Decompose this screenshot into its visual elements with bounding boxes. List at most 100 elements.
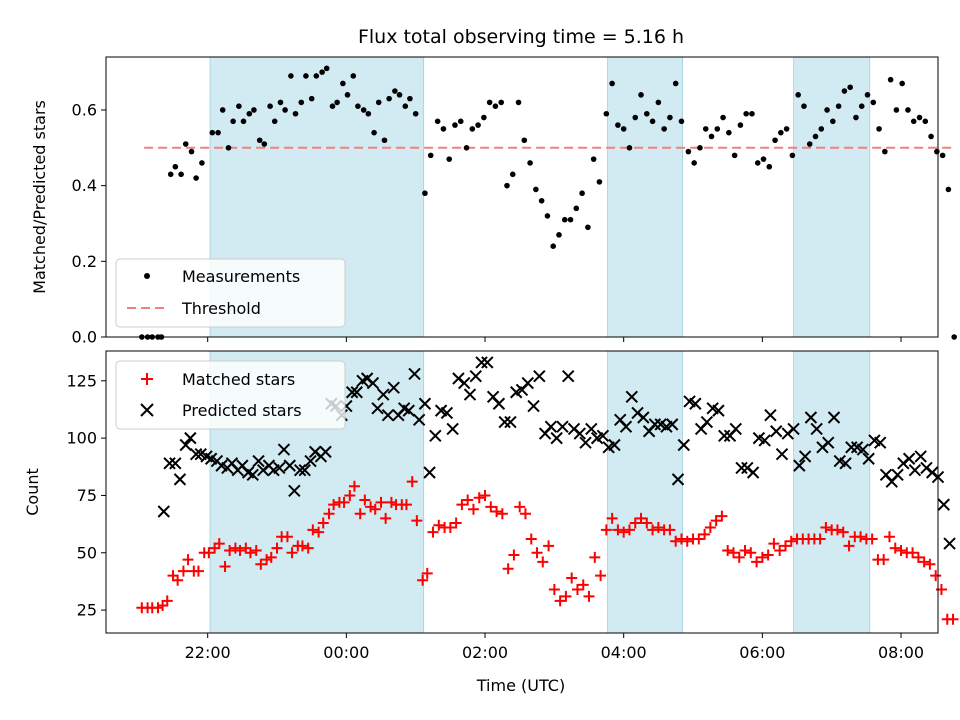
measurement-point (509, 171, 516, 178)
bottom-y-axis-label: Count (23, 468, 42, 516)
matched-point (491, 505, 503, 517)
matched-point (571, 583, 583, 595)
measurement-point (178, 171, 184, 178)
measurement-point (731, 152, 738, 159)
x-tick-label: 22:00 (185, 643, 231, 662)
predicted-point (562, 370, 575, 383)
measurement-point (579, 190, 585, 197)
measurement-point (446, 156, 453, 162)
measurement-point (544, 213, 551, 219)
measurement-point (550, 243, 556, 249)
matched-point (618, 526, 630, 538)
matched-point (344, 489, 356, 501)
predicted-point (481, 356, 494, 369)
top-x-ticks (207, 337, 902, 342)
predicted-point (350, 386, 363, 399)
predicted-point (189, 447, 203, 461)
matched-point (172, 574, 184, 586)
top-panel: 0.0 0.2 0.4 0.6 Matched/Predicted stars Mea… (30, 56, 957, 347)
measurement-point (334, 99, 340, 106)
measurement-point (726, 129, 732, 136)
predicted-point (891, 468, 904, 482)
measurement-point (515, 99, 522, 106)
matched-point (348, 480, 360, 492)
matched-point (722, 544, 734, 556)
matched-point (537, 556, 549, 568)
bottom-y-tick-label: 75 (77, 486, 97, 505)
measurement-point (469, 126, 476, 132)
predicted-point (418, 397, 432, 410)
measurement-point (386, 95, 392, 102)
predicted-point (288, 484, 301, 498)
predicted-points (157, 356, 956, 550)
measurement-point (313, 73, 320, 79)
matched-point (317, 517, 329, 529)
measurement-point (626, 145, 633, 151)
predicted-point (293, 464, 307, 477)
measurement-point (188, 148, 195, 155)
predicted-point (671, 473, 685, 486)
predicted-point (856, 443, 870, 456)
top-y-axis-label: Matched/Predicted stars (30, 100, 49, 294)
matched-point (514, 501, 526, 513)
measurement-point (772, 137, 778, 144)
measurement-point (396, 92, 403, 98)
measurement-point (655, 99, 662, 106)
measurement-point (246, 110, 253, 117)
matched-legend-label: Matched stars (182, 370, 295, 389)
matched-point (889, 542, 901, 554)
measurement-point (760, 156, 767, 162)
predicted-point (735, 461, 748, 475)
measurement-point (422, 190, 428, 197)
predicted-point (556, 420, 569, 433)
predicted-point (914, 450, 927, 463)
matched-point (924, 558, 936, 570)
matched-point (286, 547, 298, 559)
matched-point (219, 561, 231, 573)
matched-point (369, 503, 381, 515)
measurement-point (440, 126, 447, 132)
predicted-point (845, 441, 858, 454)
predicted-point (596, 429, 610, 443)
predicted-point (608, 438, 621, 452)
measurement-point (219, 107, 226, 113)
measurement-point (714, 126, 721, 132)
measurement-point (371, 129, 377, 136)
measurement-point (360, 107, 367, 113)
measurement-point (556, 232, 562, 238)
matched-point (525, 533, 537, 545)
measurement-point (209, 129, 216, 136)
bottom-y-tick-label: 50 (77, 543, 97, 562)
measurement-point (951, 334, 957, 340)
matched-point (560, 590, 572, 602)
measurement-point (812, 133, 819, 140)
matched-point (281, 531, 293, 543)
measurement-point (644, 110, 650, 117)
bottom-y-ticks: 25 50 75 100 125 (66, 371, 106, 620)
measurement-point (298, 99, 305, 106)
measurement-point (638, 92, 644, 98)
predicted-point (283, 459, 296, 472)
measurement-point (365, 110, 372, 117)
predicted-point (637, 411, 650, 424)
predicted-point (157, 505, 170, 518)
matched-point (323, 508, 335, 520)
measurement-point (893, 107, 900, 113)
matched-point (444, 522, 456, 534)
predicted-point (463, 388, 477, 401)
predicted-point (298, 464, 311, 477)
predicted-point (387, 381, 400, 394)
matched-point (878, 554, 890, 566)
predicted-point (764, 408, 777, 422)
measurement-point (585, 224, 591, 231)
x-tick-label: 00:00 (323, 643, 369, 662)
measurement-point (661, 126, 667, 132)
predicted-point (252, 454, 265, 468)
matched-point (203, 547, 215, 559)
predicted-point (862, 452, 875, 465)
measurement-point (538, 197, 545, 204)
matched-point (255, 558, 267, 570)
measurement-point (603, 110, 610, 117)
x-tick-label: 02:00 (462, 643, 508, 662)
